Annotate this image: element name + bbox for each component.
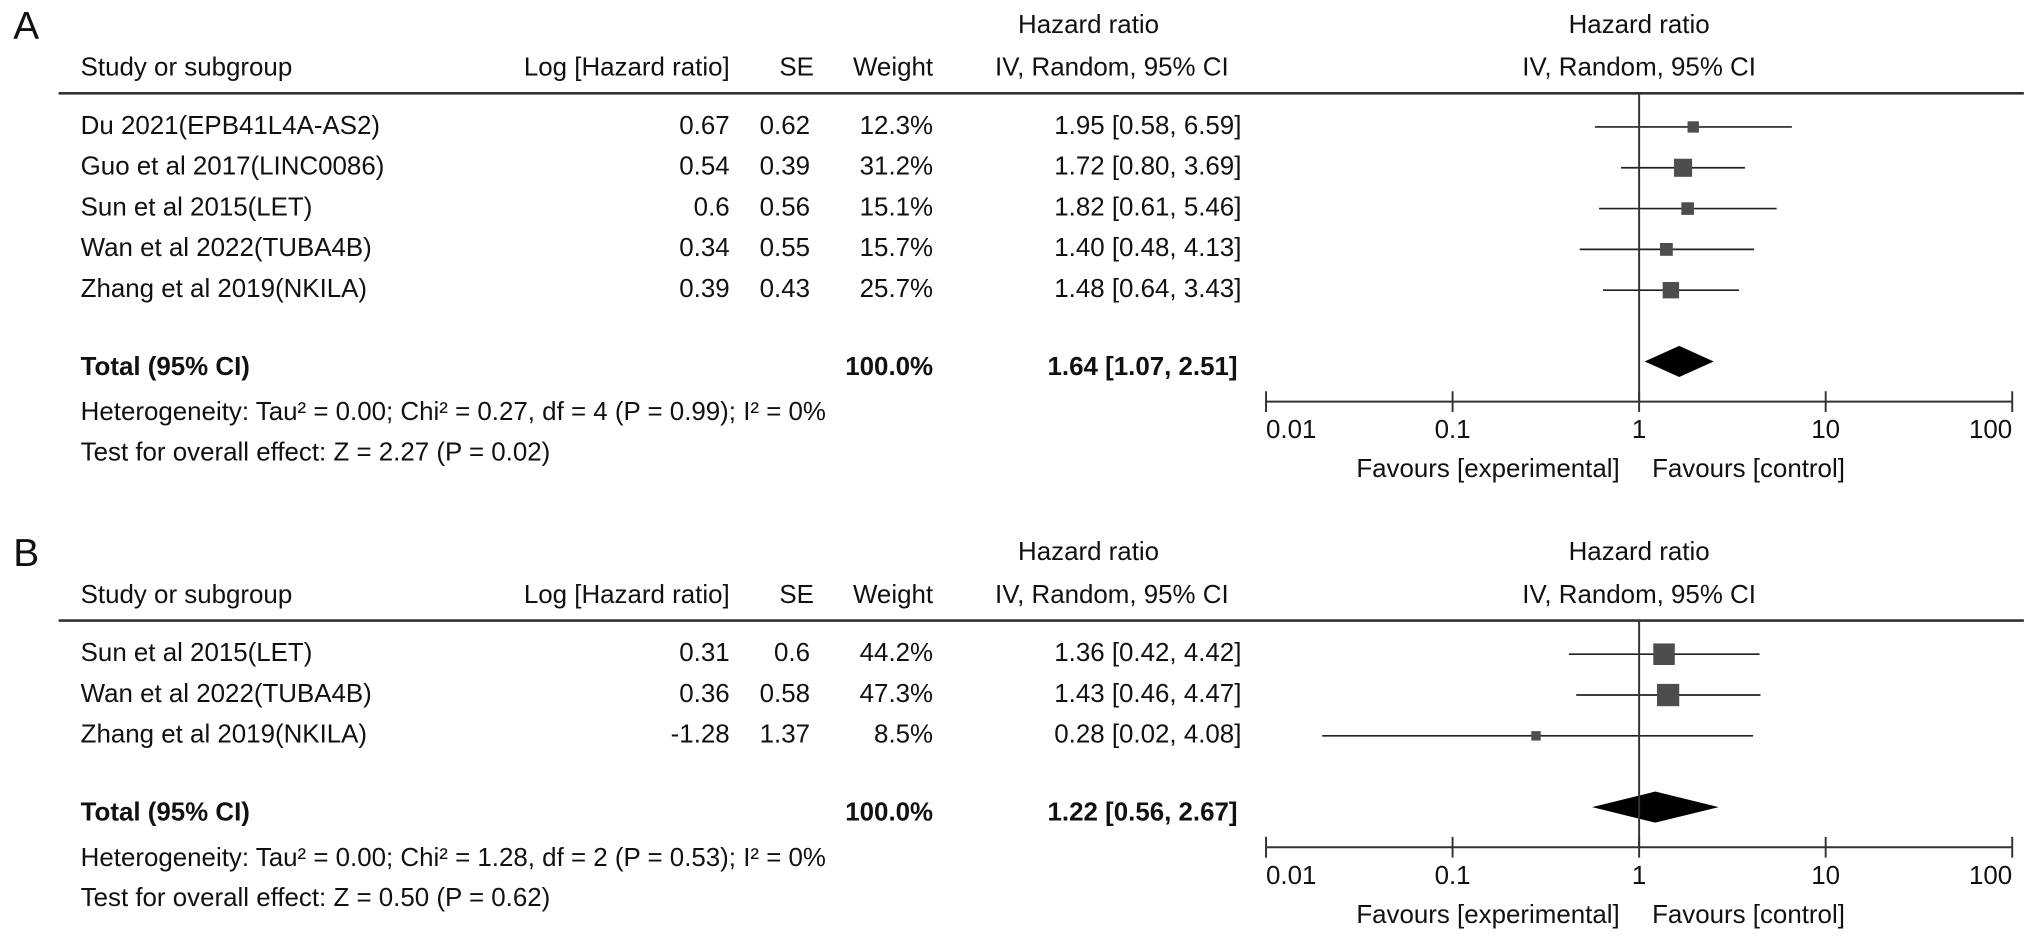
log-hr: 0.54 xyxy=(679,153,729,181)
se: 0.55 xyxy=(760,234,810,262)
plot-title: Hazard ratio xyxy=(1569,538,1710,566)
study-name: Zhang et al 2019(NKILA) xyxy=(81,275,367,303)
x-tick-label: 1 xyxy=(1632,416,1646,444)
heterogeneity: Heterogeneity: Tau² = 0.00; Chi² = 1.28,… xyxy=(81,844,826,872)
column-header: SE xyxy=(779,581,814,609)
study-name: Wan et al 2022(TUBA4B) xyxy=(81,234,372,262)
ci-label: 1.48 [0.64, 3.43] xyxy=(1054,275,1241,303)
effect-square xyxy=(1681,202,1694,215)
overall-effect: Test for overall effect: Z = 2.27 (P = 0… xyxy=(81,438,551,466)
column-header: IV, Random, 95% CI xyxy=(995,54,1229,82)
column-title: Hazard ratio xyxy=(1018,538,1159,566)
effect-square xyxy=(1656,683,1680,707)
weight: 8.5% xyxy=(874,721,933,749)
ci-label: 1.72 [0.80, 3.69] xyxy=(1054,153,1241,181)
column-header: Study or subgroup xyxy=(81,581,293,609)
effect-square xyxy=(1531,731,1541,741)
study-name: Sun et al 2015(LET) xyxy=(81,193,313,221)
ci-label: 1.95 [0.58, 6.59] xyxy=(1054,112,1241,140)
x-tick-label: 100 xyxy=(1969,862,2012,890)
ci-label: 1.40 [0.48, 4.13] xyxy=(1054,234,1241,262)
column-header: Log [Hazard ratio] xyxy=(524,54,730,82)
log-hr: 0.31 xyxy=(679,639,729,667)
study-name: Wan et al 2022(TUBA4B) xyxy=(81,680,372,708)
plot-subtitle: IV, Random, 95% CI xyxy=(1522,54,1756,82)
log-hr: 0.67 xyxy=(679,112,729,140)
column-title: Hazard ratio xyxy=(1018,11,1159,39)
weight: 44.2% xyxy=(860,639,933,667)
total-weight: 100.0% xyxy=(845,798,933,826)
total-diamond xyxy=(1592,791,1719,823)
log-hr: -1.28 xyxy=(671,721,730,749)
effect-square xyxy=(1659,242,1673,256)
panel-label: A xyxy=(13,5,39,48)
plot-subtitle: IV, Random, 95% CI xyxy=(1522,581,1756,609)
heterogeneity: Heterogeneity: Tau² = 0.00; Chi² = 0.27,… xyxy=(81,398,826,426)
se: 0.43 xyxy=(760,275,810,303)
x-tick-label: 0.1 xyxy=(1435,416,1471,444)
ci-label: 1.82 [0.61, 5.46] xyxy=(1054,193,1241,221)
column-header: Study or subgroup xyxy=(81,54,293,82)
se: 0.39 xyxy=(760,153,810,181)
plot-title: Hazard ratio xyxy=(1569,11,1710,39)
weight: 12.3% xyxy=(860,112,933,140)
se: 0.58 xyxy=(760,680,810,708)
x-tick-label: 100 xyxy=(1969,416,2012,444)
se: 0.62 xyxy=(760,112,810,140)
x-tick-label: 0.01 xyxy=(1266,416,1316,444)
effect-square xyxy=(1674,158,1693,177)
x-tick-label: 0.01 xyxy=(1266,862,1316,890)
log-hr: 0.36 xyxy=(679,680,729,708)
total-weight: 100.0% xyxy=(845,353,933,381)
column-header: Weight xyxy=(853,581,933,609)
study-name: Zhang et al 2019(NKILA) xyxy=(81,721,367,749)
x-tick-label: 1 xyxy=(1632,862,1646,890)
effect-square xyxy=(1662,281,1680,299)
overall-effect: Test for overall effect: Z = 0.50 (P = 0… xyxy=(81,884,551,912)
panel-label: B xyxy=(13,532,39,575)
favours-left: Favours [experimental] xyxy=(1356,455,1619,483)
favours-left: Favours [experimental] xyxy=(1356,901,1619,929)
se: 1.37 xyxy=(760,721,810,749)
log-hr: 0.6 xyxy=(694,193,730,221)
study-name: Du 2021(EPB41L4A-AS2) xyxy=(81,112,380,140)
favours-right: Favours [control] xyxy=(1652,901,1845,929)
effect-square xyxy=(1653,643,1675,665)
total-ci-label: 1.22 [0.56, 2.67] xyxy=(1048,798,1238,826)
x-tick-label: 10 xyxy=(1811,416,1840,444)
effect-square xyxy=(1687,121,1699,133)
ci-label: 1.36 [0.42, 4.42] xyxy=(1054,639,1241,667)
weight: 47.3% xyxy=(860,680,933,708)
favours-right: Favours [control] xyxy=(1652,455,1845,483)
weight: 15.1% xyxy=(860,193,933,221)
total-ci-label: 1.64 [1.07, 2.51] xyxy=(1048,353,1238,381)
x-tick-label: 0.1 xyxy=(1435,862,1471,890)
log-hr: 0.39 xyxy=(679,275,729,303)
ci-label: 0.28 [0.02, 4.08] xyxy=(1054,721,1241,749)
column-header: Weight xyxy=(853,54,933,82)
ci-label: 1.43 [0.46, 4.47] xyxy=(1054,680,1241,708)
total-diamond xyxy=(1644,345,1714,377)
se: 0.56 xyxy=(760,193,810,221)
study-name: Guo et al 2017(LINC0086) xyxy=(81,153,385,181)
log-hr: 0.34 xyxy=(679,234,729,262)
weight: 15.7% xyxy=(860,234,933,262)
total-label: Total (95% CI) xyxy=(81,353,250,381)
weight: 25.7% xyxy=(860,275,933,303)
x-tick-label: 10 xyxy=(1811,862,1840,890)
total-label: Total (95% CI) xyxy=(81,798,250,826)
column-header: SE xyxy=(779,54,814,82)
column-header: IV, Random, 95% CI xyxy=(995,581,1229,609)
study-name: Sun et al 2015(LET) xyxy=(81,639,313,667)
column-header: Log [Hazard ratio] xyxy=(524,581,730,609)
se: 0.6 xyxy=(774,639,810,667)
weight: 31.2% xyxy=(860,153,933,181)
